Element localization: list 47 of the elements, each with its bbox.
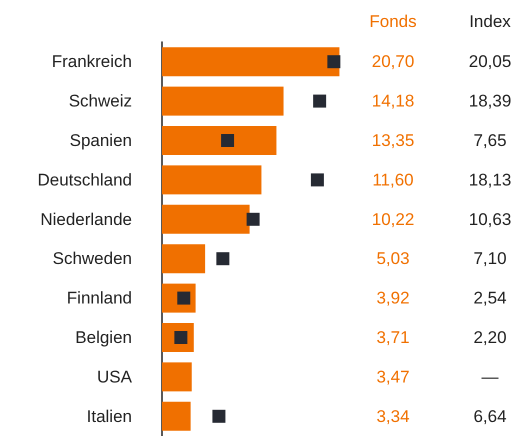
data-label: 2,20 bbox=[473, 328, 507, 347]
y-tick-label: USA bbox=[97, 367, 133, 386]
y-tick-label: Schweiz bbox=[68, 92, 132, 111]
y-tick-label: Deutschland bbox=[37, 170, 132, 190]
y-tick-label: Belgien bbox=[75, 328, 132, 347]
point bbox=[310, 173, 324, 186]
bar bbox=[162, 204, 250, 234]
data-label: 7,10 bbox=[473, 249, 507, 268]
text: Fonds bbox=[369, 12, 417, 31]
y-tick-label: Finnland bbox=[66, 288, 132, 308]
point bbox=[221, 134, 234, 147]
data-label: 3,34 bbox=[376, 406, 410, 426]
point bbox=[313, 94, 326, 108]
data-label: 3,47 bbox=[376, 367, 410, 386]
y-tick-label: Italien bbox=[86, 406, 132, 426]
y-tick-label: Frankreich bbox=[52, 52, 132, 72]
data-label: 14,18 bbox=[372, 92, 414, 111]
bar bbox=[162, 402, 191, 431]
text: Index bbox=[469, 12, 512, 31]
data-label: 3,92 bbox=[376, 288, 410, 308]
y-tick-label: Schweden bbox=[52, 249, 132, 268]
data-label: 11,60 bbox=[372, 170, 414, 190]
y-tick-label: Spanien bbox=[70, 131, 132, 150]
bar bbox=[162, 165, 262, 194]
point bbox=[216, 252, 230, 266]
bar bbox=[162, 47, 340, 76]
point bbox=[246, 212, 260, 226]
point bbox=[327, 55, 340, 68]
bar bbox=[162, 362, 192, 392]
data-label: 20,05 bbox=[468, 52, 512, 72]
data-label: 7,65 bbox=[473, 131, 507, 150]
data-label: 20,70 bbox=[372, 52, 414, 72]
data-label: 18,39 bbox=[468, 92, 512, 111]
text: — bbox=[482, 367, 498, 386]
data-label: 3,71 bbox=[376, 328, 410, 347]
bar bbox=[162, 86, 284, 116]
data-label: 2,54 bbox=[473, 288, 507, 308]
data-label: 5,03 bbox=[376, 249, 410, 268]
bar bbox=[162, 244, 206, 274]
data-label: 13,35 bbox=[372, 131, 414, 150]
bar bbox=[162, 126, 276, 155]
data-label: 6,64 bbox=[473, 406, 507, 426]
data-label: 18,13 bbox=[468, 170, 512, 190]
data-label: 10,22 bbox=[372, 210, 414, 229]
point bbox=[212, 410, 226, 423]
y-tick-label: Niederlande bbox=[40, 210, 132, 229]
data-label: 10,63 bbox=[468, 210, 512, 229]
